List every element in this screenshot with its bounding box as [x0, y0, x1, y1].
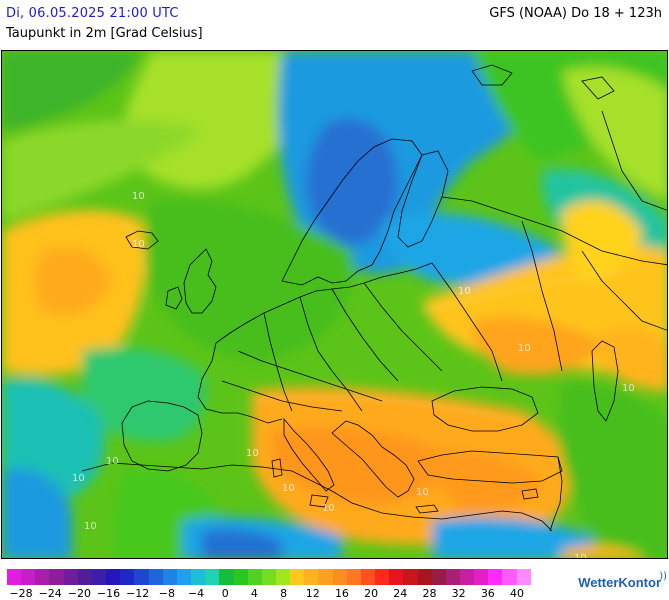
- color-swatch: [488, 569, 503, 585]
- parameter-label: Taupunkt in 2m [Grad Celsius]: [6, 26, 203, 41]
- scale-tick-label: 12: [305, 587, 320, 600]
- map-field: 10 10 10 10 10 10 10 10 10 10 10 10 10 1…: [2, 51, 667, 559]
- contour-label: 10: [458, 286, 471, 297]
- color-swatch: [290, 569, 305, 585]
- color-swatch: [516, 569, 531, 585]
- scale-tick-label: 4: [250, 587, 258, 600]
- scale-tick-label: −16: [96, 587, 121, 600]
- scale-tick-label: 16: [334, 587, 349, 600]
- color-swatch: [191, 569, 206, 585]
- color-swatch: [219, 569, 234, 585]
- color-swatch: [502, 569, 517, 585]
- contour-label: 10: [518, 343, 531, 354]
- color-swatch: [460, 569, 475, 585]
- scale-tick-label: 0: [221, 587, 229, 600]
- date-label: Di, 06.05.2025 21:00 UTC: [6, 6, 179, 21]
- color-swatch: [431, 569, 446, 585]
- color-swatch: [49, 569, 64, 585]
- scale-tick-label: 28: [422, 587, 437, 600]
- contour-label: 10: [106, 456, 119, 467]
- contour-label: 10: [416, 487, 429, 498]
- signal-icon: )): [659, 571, 667, 582]
- scale-tick-label: 20: [364, 587, 379, 600]
- coastlines: [81, 64, 667, 532]
- scale-tick-label: 8: [280, 587, 288, 600]
- contour-label: 10: [574, 553, 587, 559]
- dewpoint-map: 10 10 10 10 10 10 10 10 10 10 10 10 10 1…: [1, 50, 668, 559]
- contour-labels: 10 10 10 10 10 10 10 10 10 10 10 10 10 1…: [72, 191, 635, 559]
- scale-tick-label: 32: [451, 587, 466, 600]
- color-swatch: [148, 569, 163, 585]
- color-swatch: [162, 569, 177, 585]
- color-swatch: [360, 569, 376, 585]
- scale-tick-label: 40: [510, 587, 524, 600]
- contour-label: 10: [622, 383, 635, 394]
- contour-label: 10: [282, 483, 295, 494]
- color-swatch: [304, 569, 319, 585]
- scale-tick-label: 24: [393, 587, 408, 600]
- color-swatch: [233, 569, 248, 585]
- color-swatch: [346, 569, 361, 585]
- color-swatch: [106, 569, 121, 585]
- model-label: GFS (NOAA) Do 18 + 123h: [489, 6, 662, 21]
- color-swatch: [403, 569, 418, 585]
- scale-tick-label: −24: [38, 587, 62, 600]
- color-swatch: [205, 569, 220, 585]
- color-swatch: [375, 569, 390, 585]
- contour-label: 10: [132, 239, 145, 250]
- scale-tick-label: −20: [67, 587, 91, 600]
- scale-tick-label: −12: [126, 587, 150, 600]
- contour-label: 10: [84, 521, 97, 532]
- contour-label: 10: [72, 473, 85, 484]
- dewpoint-field: [2, 51, 667, 558]
- color-swatch: [445, 569, 460, 585]
- color-swatch: [247, 569, 262, 585]
- color-swatch: [120, 569, 135, 585]
- contour-lines: [121, 220, 623, 422]
- scale-tick-label: 36: [480, 587, 495, 600]
- color-swatch: [389, 569, 404, 585]
- color-swatch: [275, 569, 291, 585]
- color-swatch: [318, 569, 333, 585]
- color-swatch: [474, 569, 489, 585]
- scale-tick-label: −8: [158, 587, 175, 600]
- color-swatch: [77, 569, 92, 585]
- color-swatch: [134, 569, 149, 585]
- color-swatch: [417, 569, 432, 585]
- contour-label: 10: [132, 191, 145, 202]
- contour-label: 10: [246, 448, 259, 459]
- color-swatch: [21, 569, 36, 585]
- wetterkontor-logo: WetterKontor: [578, 575, 661, 590]
- contour-label: 10: [322, 503, 335, 514]
- color-swatch: [332, 569, 347, 585]
- color-scale-bar: [7, 569, 531, 585]
- color-scale-ticks: −28 −24 −20 −16 −12 −8 −4 0 4 8 12 16 20 24 28 32 36 40: [7, 587, 531, 600]
- color-swatch: [7, 569, 22, 585]
- scale-tick-label: −4: [187, 587, 205, 600]
- scale-tick-label: −28: [9, 587, 33, 600]
- color-swatch: [176, 569, 192, 585]
- color-swatch: [261, 569, 276, 585]
- color-swatch: [91, 569, 107, 585]
- color-swatch: [35, 569, 50, 585]
- color-swatch: [63, 569, 78, 585]
